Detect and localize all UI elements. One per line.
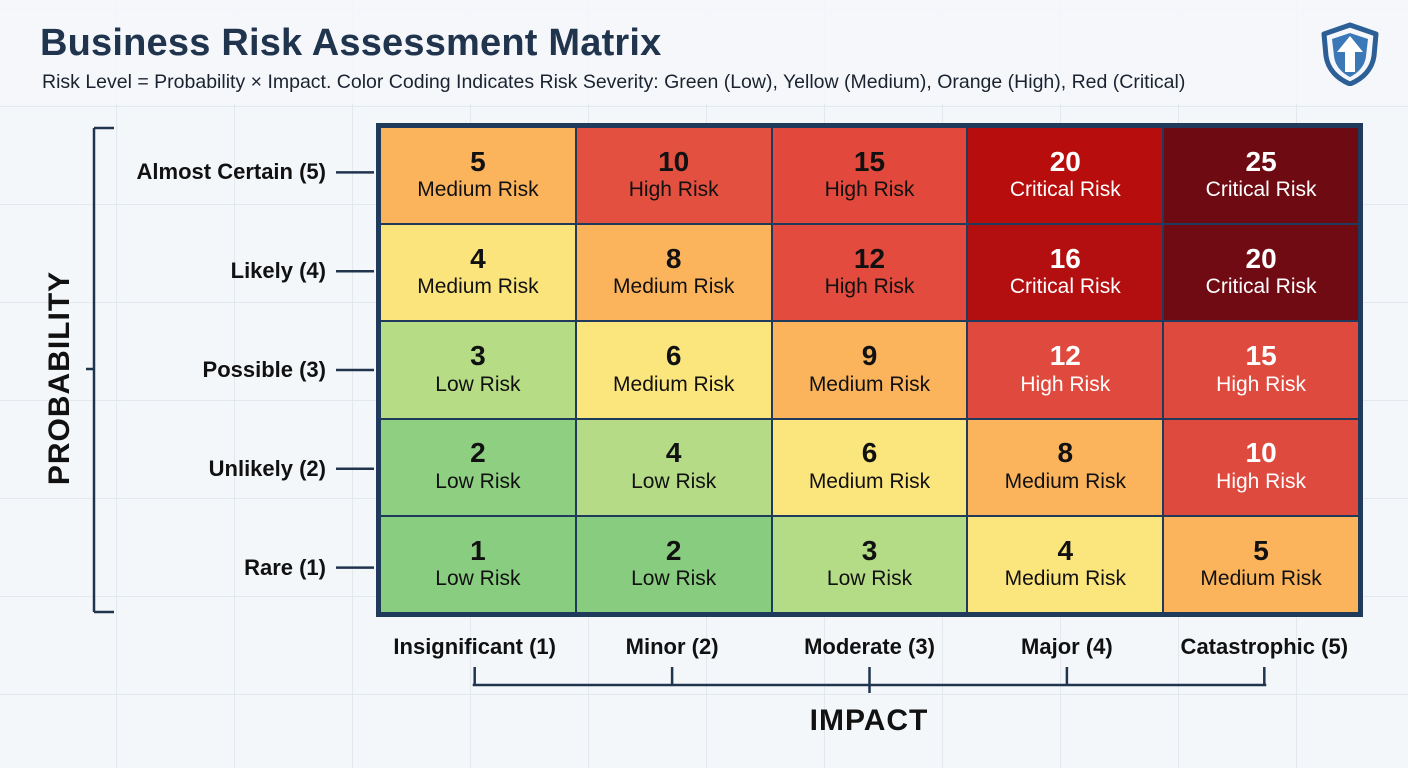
cell-score: 4 [470,242,486,274]
cell-risk-label: Critical Risk [1009,178,1121,202]
cell-risk-label: Low Risk [435,372,521,396]
matrix-cell: 8 Medium Risk [968,419,1163,515]
matrix-cell: 10 High Risk [576,128,771,224]
impact-tick-label: Moderate (3) [804,634,935,659]
matrix-cell: 2 Low Risk [381,419,575,515]
matrix-cell: 4 Medium Risk [381,225,575,321]
cell-score: 16 [1049,242,1081,274]
cell-score: 10 [658,145,690,177]
matrix-cell: 3 Low Risk [381,322,575,418]
cell-score: 20 [1049,145,1081,177]
cell-risk-label: Low Risk [631,469,717,493]
matrix-cell: 25 Critical Risk [1164,128,1358,224]
cell-score: 15 [1245,340,1277,372]
cell-score: 2 [665,534,682,566]
cell-score: 10 [1245,437,1277,469]
cell-risk-label: High Risk [1216,469,1307,493]
matrix-cell: 20 Critical Risk [1164,225,1358,321]
impact-tick-label: Major (4) [1021,634,1113,659]
cell-risk-label: Medium Risk [613,372,735,396]
matrix-cell: 8 Medium Risk [576,225,771,321]
cell-score: 1 [470,534,486,566]
matrix-cell: 20 Critical Risk [968,128,1163,224]
shield-arrow-icon [1321,22,1379,86]
matrix-cell: 10 High Risk [1164,419,1358,515]
matrix-cell: 15 High Risk [1164,322,1358,418]
cell-risk-label: Critical Risk [1205,178,1317,202]
cell-risk-label: Medium Risk [417,178,539,202]
probability-tick-label: Unlikely (2) [208,455,326,481]
cell-score: 9 [861,340,878,372]
probability-tick-label: Almost Certain (5) [136,159,326,185]
x-axis-title: IMPACT [809,704,929,737]
matrix-cell: 1 Low Risk [381,516,575,612]
cell-risk-label: High Risk [1020,372,1111,396]
matrix-cell: 2 Low Risk [576,516,771,612]
cell-risk-label: Low Risk [435,566,521,590]
y-axis-title: PROBABILITY [43,270,76,486]
probability-tick-label: Likely (4) [230,258,326,284]
matrix-cell: 6 Medium Risk [772,419,967,515]
cell-risk-label: High Risk [824,275,915,299]
cell-risk-label: High Risk [824,178,915,202]
cell-score: 8 [665,242,682,274]
cell-score: 8 [1057,437,1074,469]
cell-risk-label: Low Risk [826,566,913,590]
cell-score: 12 [853,242,886,274]
cell-risk-label: Medium Risk [808,469,931,493]
impact-tick-label: Catastrophic (5) [1180,634,1349,659]
matrix-cell: 4 Medium Risk [968,516,1163,612]
cell-risk-label: Low Risk [435,469,521,493]
cell-risk-label: Medium Risk [417,275,539,299]
cell-score: 15 [853,145,886,177]
chart-subtitle: Risk Level = Probability × Impact. Color… [42,71,1186,93]
chart-title: Business Risk Assessment Matrix [40,22,662,64]
matrix-cell: 5 Medium Risk [381,128,575,224]
cell-score: 25 [1245,145,1277,177]
cell-score: 2 [470,437,486,469]
cell-risk-label: Medium Risk [1004,469,1126,493]
cell-risk-label: Critical Risk [1009,275,1121,299]
risk-matrix: 5 Medium Risk 10 High Risk 15 High Risk 20 Crit… [376,123,1363,617]
matrix-cell: 9 Medium Risk [772,322,967,418]
cell-risk-label: High Risk [628,178,719,202]
matrix-cell: 15 High Risk [772,128,967,224]
cell-risk-label: Low Risk [631,566,717,590]
cell-score: 6 [861,437,878,469]
cell-score: 5 [1253,534,1269,566]
cell-risk-label: Medium Risk [1004,566,1126,590]
cell-risk-label: Medium Risk [613,275,735,299]
cell-score: 12 [1049,340,1081,372]
matrix-cell: 6 Medium Risk [576,322,771,418]
impact-tick-label: Minor (2) [625,634,719,659]
cell-score: 20 [1245,242,1277,274]
cell-score: 3 [861,534,878,566]
header-band [0,0,1408,104]
matrix-cell: 3 Low Risk [772,516,967,612]
matrix-cell: 12 High Risk [772,225,967,321]
matrix-cell: 12 High Risk [968,322,1163,418]
cell-score: 5 [470,145,486,177]
cell-score: 3 [470,340,486,372]
matrix-cell: 16 Critical Risk [968,225,1163,321]
matrix-cell: 4 Low Risk [576,419,771,515]
cell-risk-label: Medium Risk [1200,566,1322,590]
cell-risk-label: Critical Risk [1205,275,1317,299]
cell-score: 4 [665,437,682,469]
probability-tick-label: Rare (1) [244,554,326,580]
cell-risk-label: Medium Risk [808,372,931,396]
impact-tick-label: Insignificant (1) [393,634,556,659]
cell-score: 4 [1057,534,1074,566]
cell-risk-label: High Risk [1216,372,1307,396]
probability-tick-label: Possible (3) [202,357,326,382]
cell-score: 6 [665,340,682,372]
matrix-cell: 5 Medium Risk [1164,516,1358,612]
